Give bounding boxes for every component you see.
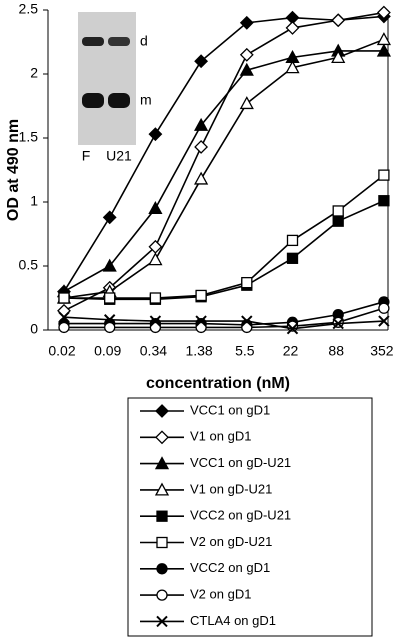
data-point (331, 50, 346, 64)
y-axis-label: OD at 490 nm (5, 119, 22, 221)
data-point (103, 314, 116, 326)
data-point (332, 317, 344, 330)
y-tick-label: 2.5 (19, 1, 39, 17)
x-tick-label: 88 (328, 343, 344, 359)
y-tick-label: 0.5 (19, 257, 39, 273)
gel-band (108, 37, 130, 46)
data-point (239, 62, 254, 76)
data-point (285, 21, 300, 35)
data-point (239, 47, 254, 62)
series-line (63, 50, 384, 293)
data-point (102, 210, 117, 225)
gel (78, 12, 136, 145)
legend-marker (154, 482, 170, 496)
data-point (194, 54, 209, 69)
data-point (331, 13, 346, 28)
data-point (57, 303, 71, 318)
legend-marker (156, 589, 168, 601)
series-line (63, 11, 385, 312)
data-point (104, 321, 116, 334)
y-tick-label: 0 (30, 321, 38, 337)
x-tick-label: 0.02 (48, 343, 75, 359)
gel-band (82, 93, 104, 108)
legend-marker (155, 430, 169, 445)
legend-marker (156, 615, 168, 628)
data-point (286, 252, 299, 264)
data-point (149, 315, 162, 327)
data-point (148, 252, 163, 266)
legend-label: V2 on gD1 (190, 587, 251, 602)
series-line (63, 15, 384, 293)
series-line (64, 301, 385, 326)
legend (127, 397, 373, 637)
data-point (286, 323, 299, 335)
legend-marker (156, 510, 168, 522)
inset: d m F U21 (78, 12, 152, 164)
band-label: d (140, 33, 148, 49)
data-point (378, 169, 390, 181)
data-point (194, 117, 209, 131)
legend-marker (156, 563, 168, 575)
data-point (241, 276, 253, 289)
series-line (63, 316, 384, 330)
series-line (64, 174, 385, 299)
data-point (195, 315, 207, 327)
legend-label: VCC1 on gD-U21 (190, 455, 291, 470)
x-tick-label: 5.5 (235, 343, 255, 359)
lane-label: U21 (106, 148, 132, 164)
gel-band (82, 37, 104, 46)
data-point (149, 292, 162, 304)
data-point (378, 195, 390, 207)
legend-marker (154, 456, 170, 470)
data-point (148, 201, 163, 215)
gel-band (108, 93, 130, 108)
x-tick-label: 0.09 (94, 343, 121, 359)
data-point (148, 127, 163, 142)
data-point (332, 205, 344, 217)
data-point (378, 302, 390, 314)
x-tick-label: 352 (370, 343, 394, 359)
data-point (194, 171, 209, 185)
data-point (332, 215, 344, 227)
legend-label: VCC2 on gD-U21 (190, 508, 291, 523)
legend-label: VCC1 on gD1 (190, 402, 270, 417)
x-tick-label: 0.34 (140, 343, 167, 359)
data-point (376, 5, 391, 20)
y-tick-label: 1 (30, 193, 38, 209)
band-label: m (140, 92, 152, 108)
data-point (286, 234, 299, 247)
legend-label: V1 on gD1 (190, 429, 251, 444)
y-tick-label: 1.5 (19, 129, 39, 145)
x-tick-label: 22 (283, 343, 299, 359)
data-point (239, 96, 254, 110)
lane-label: F (82, 148, 91, 164)
legend-marker (156, 536, 168, 549)
legend-label: VCC2 on gD1 (190, 560, 270, 575)
data-point (285, 60, 300, 74)
data-point (104, 292, 116, 304)
data-point (195, 289, 207, 302)
data-point (58, 311, 70, 323)
data-point (241, 315, 253, 327)
data-point (378, 315, 390, 327)
data-point (194, 140, 209, 154)
x-axis-label: concentration (nM) (146, 375, 290, 392)
data-point (376, 32, 391, 46)
legend-label: CTLA4 on gD1 (190, 613, 276, 628)
series-line (63, 199, 385, 301)
data-point (58, 292, 70, 304)
data-point (239, 15, 254, 30)
series-line (64, 307, 385, 329)
series-line (63, 38, 385, 299)
data-point (376, 43, 391, 57)
data-point (102, 258, 117, 272)
legend-label: V2 on gD-U21 (190, 534, 272, 549)
legend-marker (155, 404, 169, 418)
x-tick-label: 1.38 (185, 343, 212, 359)
legend-label: V1 on gD-U21 (190, 481, 272, 496)
y-tick-label: 2 (30, 65, 38, 81)
data-point (58, 321, 70, 334)
